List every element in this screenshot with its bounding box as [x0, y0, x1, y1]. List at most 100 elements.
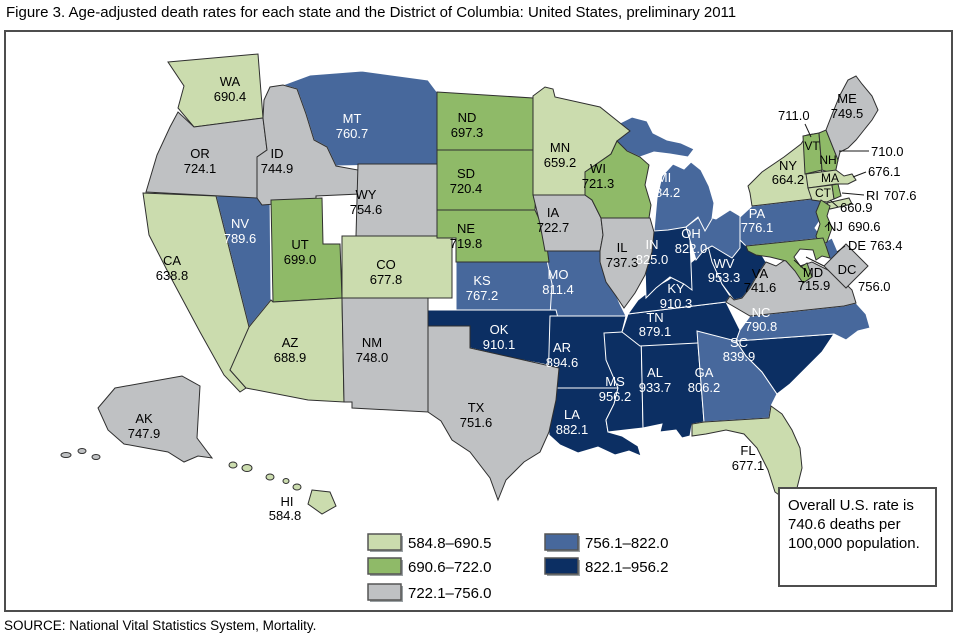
label-id-abbr: ID [271, 146, 284, 161]
label-ar-value: 894.6 [546, 355, 579, 370]
legend: 584.8–690.5 690.6–722.0 722.1–756.0 756.… [367, 533, 668, 602]
label-or-abbr: OR [190, 146, 210, 161]
label-me-value: 749.5 [831, 106, 864, 121]
label-ga-abbr: GA [695, 365, 714, 380]
label-mt-value: 760.7 [336, 126, 369, 141]
label-ms-value: 956.2 [599, 389, 632, 404]
label-me-abbr: ME [837, 91, 857, 106]
label-in-value: 825.0 [636, 252, 669, 267]
state-ak [97, 375, 214, 463]
label-wv-value: 953.3 [708, 270, 741, 285]
callout-ct-value: 660.9 [840, 200, 873, 215]
legend-swatch-3 [367, 583, 402, 601]
label-wa-abbr: WA [220, 74, 241, 89]
label-sd-abbr: SD [457, 166, 475, 181]
callout-line-ct [829, 199, 839, 208]
callout-line-ri [841, 192, 865, 196]
callout-line-dc [805, 256, 825, 267]
label-pa-abbr: PA [749, 206, 766, 221]
label-mo-value: 811.4 [542, 282, 574, 297]
legend-swatch-1 [367, 533, 402, 551]
label-al-value: 933.7 [639, 380, 672, 395]
state-hi-island [241, 464, 253, 472]
label-ut-value: 699.0 [284, 252, 317, 267]
label-mi-abbr: MI [657, 170, 671, 185]
label-co-abbr: CO [376, 257, 396, 272]
label-la-abbr: LA [564, 407, 580, 422]
state-ri [831, 183, 842, 200]
label-la-value: 882.1 [556, 422, 589, 437]
legend-label-3: 722.1–756.0 [408, 585, 491, 602]
callout-vt-value: 711.0 [778, 108, 810, 123]
legend-label-5: 822.1–956.2 [585, 559, 668, 576]
label-wy-value: 754.6 [350, 202, 383, 217]
label-az-abbr: AZ [282, 335, 299, 350]
state-nd [436, 91, 534, 151]
state-hi-island [228, 461, 238, 469]
label-ny-abbr: NY [779, 158, 797, 173]
label-nh-abbr: NH [819, 153, 836, 167]
label-mt-abbr: MT [343, 111, 362, 126]
label-ms-abbr: MS [605, 374, 625, 389]
state-hi-island [282, 478, 290, 484]
state-ca [142, 192, 253, 393]
label-wy-abbr: WY [356, 187, 377, 202]
label-ct-abbr: CT [815, 186, 832, 200]
callout-dc-value: 756.0 [858, 279, 891, 294]
callout-line-vt [804, 123, 812, 138]
state-co [341, 235, 453, 299]
label-wa-value: 690.4 [214, 89, 247, 104]
label-ca-value: 638.8 [156, 268, 189, 283]
label-sc-value: 839.9 [723, 349, 756, 364]
state-wi [584, 140, 652, 219]
state-hi-island [292, 483, 302, 491]
label-ut-abbr: UT [291, 237, 308, 252]
callout-nj-value: 690.6 [848, 219, 881, 234]
label-dc-abbr: DC [838, 262, 857, 277]
state-ak-aleutians [77, 448, 87, 454]
state-il [599, 217, 655, 309]
label-ok-abbr: OK [490, 322, 509, 337]
label-ak-abbr: AK [135, 411, 153, 426]
legend-label-4: 756.1–822.0 [585, 535, 668, 552]
label-ia-abbr: IA [547, 205, 560, 220]
state-oh [685, 209, 741, 262]
label-id-value: 744.9 [261, 161, 294, 176]
label-nv-value: 789.6 [224, 231, 257, 246]
label-nd-value: 697.3 [451, 125, 484, 140]
label-ca-abbr: CA [163, 253, 181, 268]
callout-ma-value: 676.1 [868, 164, 901, 179]
state-hi-island [265, 473, 275, 481]
label-ia-value: 722.7 [537, 220, 570, 235]
label-ne-value: 719.8 [450, 236, 483, 251]
state-ak-aleutians [60, 452, 72, 458]
label-sc-abbr: SC [730, 335, 748, 350]
legend-label-1: 584.8–690.5 [408, 535, 491, 552]
label-oh-value: 822.0 [675, 241, 708, 256]
label-hi-value: 584.8 [269, 508, 302, 523]
label-nm-abbr: NM [362, 335, 382, 350]
label-co-value: 677.8 [370, 272, 403, 287]
state-ne [436, 209, 550, 263]
label-mo-abbr: MO [548, 267, 569, 282]
source-line: SOURCE: National Vital Statistics System… [4, 618, 317, 633]
label-ar-abbr: AR [553, 340, 571, 355]
us-rate-note: Overall U.S. rate is 740.6 deaths per 10… [778, 487, 937, 587]
state-id [256, 84, 361, 206]
label-wv-abbr: WV [714, 256, 735, 271]
label-ny-value: 664.2 [772, 172, 805, 187]
callout-line-de [836, 245, 846, 253]
state-ak-aleutians [91, 454, 101, 460]
callout-line-ma [852, 171, 867, 178]
label-ok-value: 910.1 [483, 337, 516, 352]
callout-nj-abbr: NJ [827, 219, 843, 234]
label-il-abbr: IL [617, 240, 628, 255]
label-in-abbr: IN [646, 237, 659, 252]
callout-ri-value: 707.6 [884, 188, 917, 203]
label-tx-abbr: TX [468, 400, 485, 415]
state-dc-inset [823, 243, 869, 289]
label-ga-value: 806.2 [688, 380, 721, 395]
legend-swatch-4 [544, 533, 579, 551]
label-ak-value: 747.9 [128, 426, 161, 441]
